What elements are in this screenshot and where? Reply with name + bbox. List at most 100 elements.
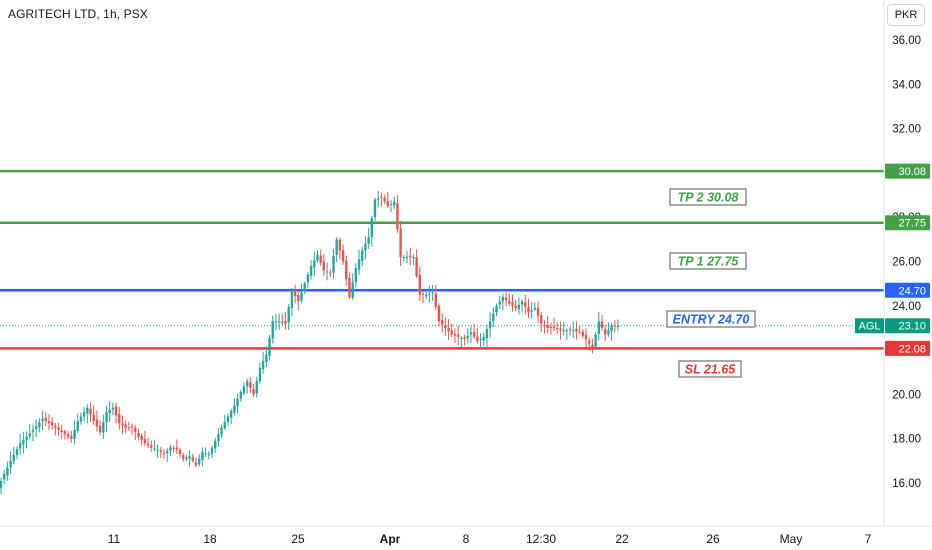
candle (431, 284, 434, 301)
candle (18, 433, 22, 455)
candle (402, 255, 406, 262)
svg-text:30.08: 30.08 (898, 166, 926, 178)
x-tick-label: 11 (108, 532, 121, 546)
candle (143, 430, 147, 447)
candle (460, 336, 463, 348)
candle (396, 195, 399, 233)
candle (447, 319, 450, 340)
candle (137, 428, 140, 441)
candle (428, 285, 431, 303)
candle (191, 453, 195, 463)
candle (15, 445, 19, 460)
level-badges: 30.08 27.75 24.70 22.08 23.10 AGL (855, 163, 930, 356)
annotation-tp-2: TP 2 30.08 (669, 188, 747, 206)
candle (210, 445, 214, 459)
candle (150, 440, 153, 452)
currency-button[interactable]: PKR (887, 4, 925, 26)
candle (217, 427, 220, 447)
candle (348, 272, 351, 300)
candle (70, 430, 73, 444)
time-axis: 11 18 25 Apr 8 12:30 22 26 May 7 (0, 525, 932, 546)
candle (261, 352, 265, 374)
candle (351, 273, 354, 300)
candle (377, 190, 380, 208)
svg-text:TP 2 30.08: TP 2 30.08 (678, 191, 739, 205)
candle (361, 246, 364, 267)
candle (271, 315, 274, 344)
candle (54, 422, 57, 436)
candle (57, 422, 60, 436)
candle (66, 431, 70, 440)
y-tick-label: 20.00 (892, 389, 921, 401)
svg-text:27.75: 27.75 (898, 218, 926, 230)
candle (380, 192, 383, 207)
candle (159, 446, 163, 459)
candle (495, 303, 498, 317)
candle (25, 431, 28, 449)
candle (575, 321, 578, 340)
candle (76, 413, 79, 433)
candle (249, 377, 252, 393)
candle (322, 253, 326, 276)
candle (556, 322, 559, 334)
y-tick-label: 34.00 (892, 79, 921, 91)
x-tick-label: May (780, 532, 803, 546)
candle (373, 197, 377, 221)
candle (309, 260, 313, 280)
candle (613, 320, 617, 333)
candle (156, 444, 159, 458)
y-tick-label: 24.00 (892, 301, 921, 313)
candle (204, 447, 207, 457)
candle (325, 262, 329, 281)
svg-text:24.70: 24.70 (898, 285, 926, 297)
candle (153, 440, 156, 452)
candle (9, 451, 12, 474)
candle (306, 271, 310, 288)
candle (140, 433, 143, 446)
candle (421, 290, 425, 303)
candle (453, 328, 457, 344)
candle (303, 281, 306, 294)
price-badge-tp-2: 30.08 (885, 163, 930, 179)
x-tick-label: 26 (706, 532, 720, 546)
y-tick-label: 32.00 (892, 124, 921, 136)
candle (201, 447, 204, 467)
candle (229, 408, 233, 424)
price-badge-tp-1: 27.75 (885, 215, 930, 231)
candle (255, 376, 258, 398)
candle (444, 317, 447, 336)
candle (520, 299, 524, 313)
candle (274, 313, 278, 331)
candle (364, 236, 367, 260)
candle (409, 247, 412, 266)
candle (469, 326, 473, 344)
candle (527, 298, 530, 319)
candle (415, 249, 418, 278)
last-price-badge: 23.10 (885, 318, 930, 334)
candle (383, 194, 386, 205)
candle (38, 418, 41, 433)
candle (297, 291, 300, 311)
candle (31, 424, 35, 442)
candle (63, 429, 67, 440)
candle (466, 328, 469, 344)
candle (121, 415, 124, 435)
candle (252, 383, 255, 397)
candle (591, 338, 594, 354)
candle (597, 311, 601, 341)
candle (604, 324, 607, 341)
candle (89, 402, 92, 422)
candle (572, 321, 575, 338)
candle (316, 250, 319, 263)
candle (450, 323, 453, 338)
candle (424, 289, 428, 300)
candle (281, 313, 284, 326)
x-tick-label: 18 (203, 532, 217, 546)
candle (504, 292, 508, 307)
candle (239, 389, 242, 402)
candle (482, 333, 485, 347)
candle (456, 325, 460, 346)
candle (412, 254, 415, 266)
